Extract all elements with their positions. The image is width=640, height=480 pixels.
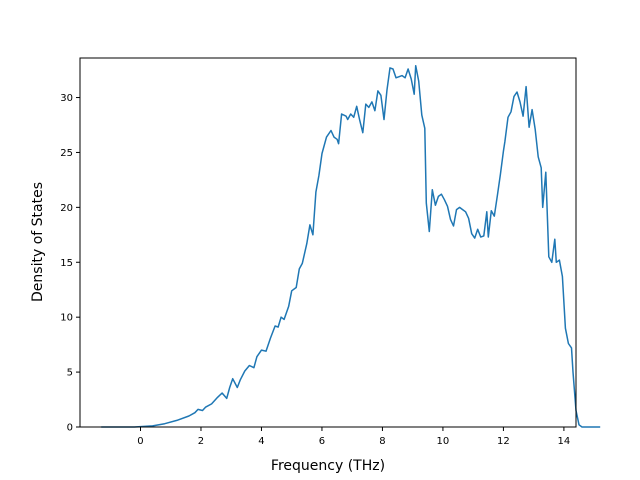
y-tick-label: 10	[60, 313, 73, 324]
y-tick-label: 25	[60, 148, 73, 159]
y-tick-label: 5	[67, 368, 73, 379]
y-axis-label: Density of States	[30, 182, 46, 302]
y-tick-label: 20	[60, 203, 73, 214]
x-tick-label: 14	[558, 436, 571, 447]
x-tick-label: 0	[137, 436, 143, 447]
x-tick-label: 2	[198, 436, 204, 447]
x-tick-label: 6	[319, 436, 325, 447]
x-tick-label: 12	[497, 436, 510, 447]
x-axis-label: Frequency (THz)	[271, 458, 385, 474]
dos-line	[101, 64, 601, 428]
y-axis-ticks: 0 5 10 15 20 25 30	[60, 93, 80, 434]
y-tick-label: 30	[60, 93, 73, 104]
plot-area	[101, 64, 601, 428]
y-tick-label: 0	[67, 423, 73, 434]
x-tick-label: 10	[437, 436, 450, 447]
x-axis-ticks: 0 2 4 6 8 10 12 14	[137, 427, 570, 447]
x-tick-label: 8	[379, 436, 385, 447]
x-tick-label: 4	[258, 436, 264, 447]
axes-frame	[79, 57, 577, 428]
y-tick-label: 15	[60, 258, 73, 269]
